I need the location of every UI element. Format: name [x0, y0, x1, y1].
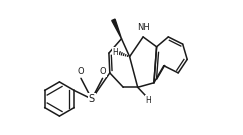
- Text: O: O: [78, 67, 84, 76]
- Text: O: O: [99, 67, 106, 76]
- Text: S: S: [89, 94, 95, 104]
- Text: H: H: [112, 48, 118, 57]
- Polygon shape: [112, 19, 122, 39]
- Text: H: H: [146, 96, 151, 105]
- Text: NH: NH: [138, 23, 150, 31]
